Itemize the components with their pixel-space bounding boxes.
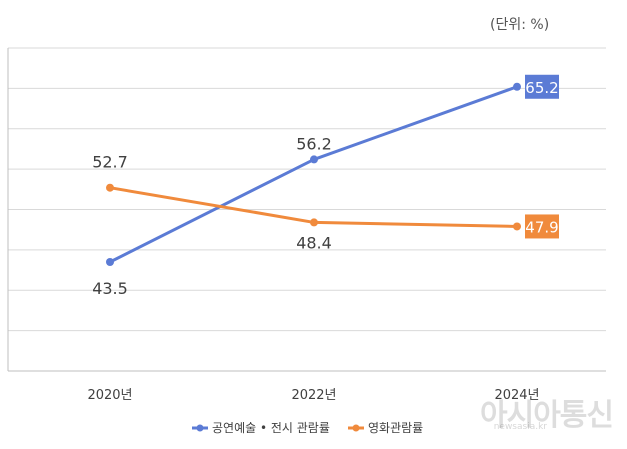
data-label: 48.4 — [296, 233, 332, 252]
data-point — [513, 222, 521, 231]
legend-marker — [352, 424, 360, 432]
legend-marker — [196, 424, 204, 432]
data-label: 52.7 — [92, 153, 128, 172]
data-point — [106, 183, 114, 192]
watermark-url: newsasia.kr — [493, 422, 547, 432]
data-point — [106, 257, 114, 266]
data-label-box — [525, 214, 559, 239]
data-point — [310, 155, 318, 164]
data-label: 43.5 — [92, 279, 128, 298]
data-point — [310, 218, 318, 227]
data-label: 47.9 — [525, 218, 558, 236]
unit-label: (단위: %) — [490, 17, 550, 33]
legend-label: 영화관람률 — [368, 421, 423, 435]
data-label: 56.2 — [296, 134, 332, 153]
x-tick-label: 2022년 — [291, 388, 336, 403]
x-tick-label: 2020년 — [87, 388, 132, 403]
data-label-box — [525, 74, 559, 99]
legend-label: 공연예술 • 전시 관람률 — [212, 421, 330, 435]
data-point — [513, 82, 521, 91]
data-label: 65.2 — [525, 79, 558, 97]
x-tick-label: 2024년 — [494, 388, 539, 403]
watermark-logo: 아시아통신 — [480, 398, 614, 433]
